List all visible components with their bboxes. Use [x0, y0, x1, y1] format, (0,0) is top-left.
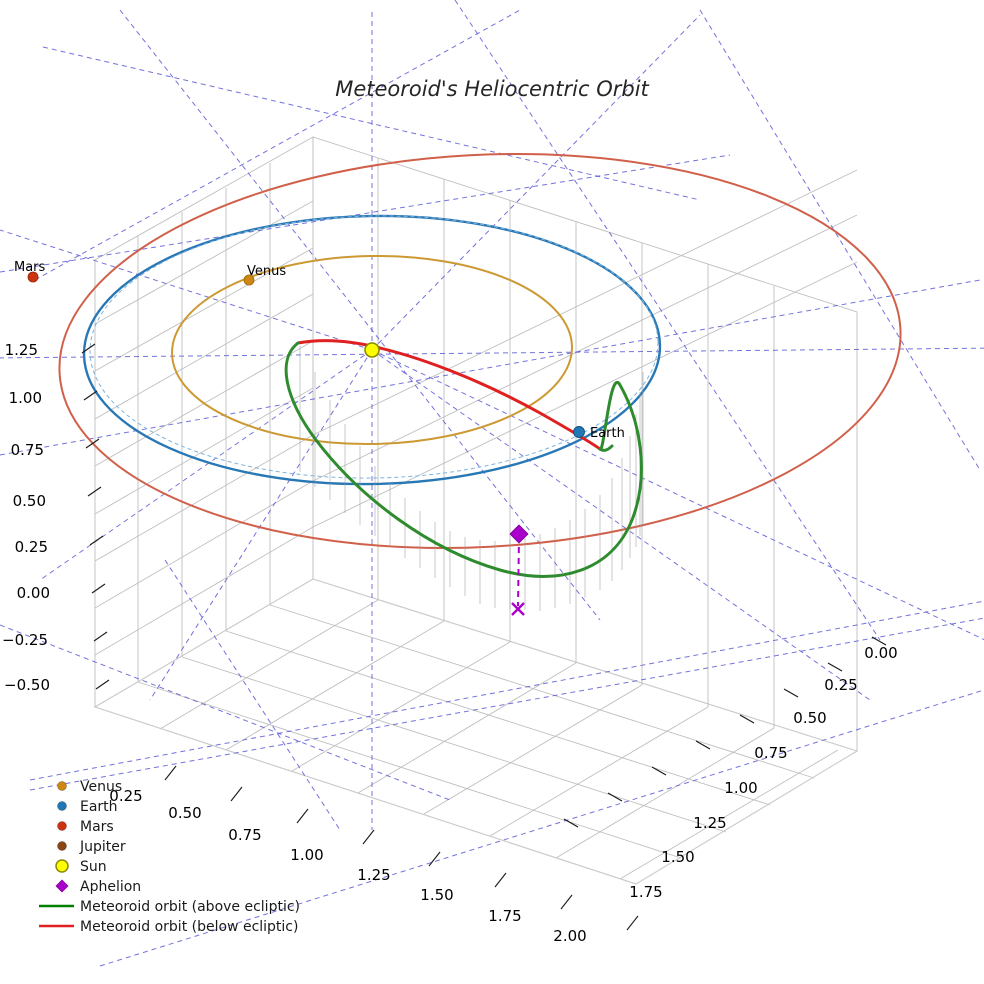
z-tick-label-5: 0.00: [17, 584, 50, 602]
y-tick-label-0: 0.00: [864, 644, 897, 662]
venus-marker: [243, 274, 255, 286]
legend-marker-circle-icon: [57, 841, 67, 851]
y-tick-label-1: 0.25: [824, 676, 857, 694]
legend-item-venus[interactable]: Venus: [57, 779, 123, 795]
floor-grid: [93, 578, 859, 885]
planetary-orbits: [58, 153, 902, 549]
legend-item-earth[interactable]: Earth: [57, 799, 118, 815]
jupiter-orbit: [58, 153, 902, 549]
body-markers: Mars Venus Earth: [14, 260, 625, 441]
meteoroid-orbit: [284, 339, 643, 578]
earth-orbit-inner-dash: [89, 215, 659, 479]
venus-label: Venus: [247, 264, 286, 279]
legend-item-label: Aphelion: [80, 879, 141, 895]
earth-marker: [573, 426, 585, 438]
meteoroid-orbit-above-ecliptic: [284, 341, 643, 578]
x-tick-label-3: 1.00: [290, 846, 323, 864]
aphelion-projection-x-icon: [511, 602, 525, 616]
venus-orbit: [171, 254, 573, 446]
x-tick-label-0: 0.25: [109, 787, 142, 805]
y-tick-label-6: 1.50: [661, 848, 694, 866]
legend-marker-diamond-icon: [55, 879, 69, 893]
legend-marker-circle-icon: [55, 859, 69, 873]
z-tick-label-0: 1.25: [5, 341, 38, 359]
legend-marker-circle-icon: [57, 781, 67, 791]
legend-item-label: Jupiter: [79, 839, 126, 855]
legend-item-label: Meteoroid orbit (below ecliptic): [80, 919, 298, 935]
legend-item-mars[interactable]: Mars: [57, 819, 114, 835]
z-tick-label-3: 0.50: [13, 492, 46, 510]
meteoroid-orbit-below-ecliptic: [296, 339, 602, 451]
earth-label: Earth: [590, 426, 625, 441]
z-tick-label-7: −0.50: [4, 676, 50, 694]
legend-item-label: Mars: [80, 819, 114, 835]
x-tick-label-4: 1.25: [357, 866, 390, 884]
aphelion-projection: [509, 524, 529, 616]
left-pane-grid: [94, 136, 314, 707]
y-tick-label-2: 0.50: [793, 709, 826, 727]
z-tick-label-2: 0.75: [11, 441, 44, 459]
axes-panes: [93, 136, 859, 885]
mars-marker: [27, 271, 39, 283]
axis-tickmarks: [81, 343, 887, 931]
legend-item-label: Venus: [80, 779, 122, 795]
x-tick-label-1: 0.50: [168, 804, 201, 822]
y-tick-label-4: 1.00: [724, 779, 757, 797]
legend-item-meteoroid-orbit-below-ecliptic[interactable]: Meteoroid orbit (below ecliptic): [39, 919, 298, 935]
meteoroid-orbit-above-ecliptic-tail: [598, 444, 614, 452]
y-tick-label-5: 1.25: [693, 814, 726, 832]
y-axis-tick-labels: 0.00 0.25 0.50 0.75 1.00 1.25 1.50 1.75: [629, 644, 897, 901]
z-tick-label-6: −0.25: [2, 631, 48, 649]
legend-item-label: Sun: [80, 859, 107, 875]
aphelion-drop-line: [517, 535, 520, 607]
x-tick-label-5: 1.50: [420, 886, 453, 904]
legend-marker-circle-icon: [57, 801, 67, 811]
x-axis-tick-labels: 0.25 0.50 0.75 1.00 1.25 1.50 1.75 2.00: [109, 787, 586, 945]
mars-label: Mars: [14, 260, 46, 275]
z-axis-tick-labels: 1.25 1.00 0.75 0.50 0.25 0.00 −0.25 −0.50: [2, 341, 50, 694]
legend-item-label: Meteoroid orbit (above ecliptic): [80, 899, 300, 915]
z-tick-label-1: 1.00: [9, 389, 42, 407]
z-tick-label-4: 0.25: [15, 538, 48, 556]
aphelion-marker: [509, 524, 529, 544]
legend-item-aphelion[interactable]: Aphelion: [55, 879, 141, 895]
sun-marker: [364, 342, 380, 358]
legend-marker-circle-icon: [57, 821, 67, 831]
legend-item-jupiter[interactable]: Jupiter: [57, 839, 126, 855]
legend-item-label: Earth: [80, 799, 118, 815]
page-title: Meteoroid's Heliocentric Orbit: [335, 77, 649, 101]
x-tick-label-2: 0.75: [228, 826, 261, 844]
y-tick-label-7: 1.75: [629, 883, 662, 901]
y-tick-label-3: 0.75: [754, 744, 787, 762]
legend-item-meteoroid-orbit-above-ecliptic[interactable]: Meteoroid orbit (above ecliptic): [39, 899, 300, 915]
plot-legend[interactable]: Venus Earth Mars Jupiter Sun Aphelion Meteoroi…: [39, 779, 300, 935]
x-tick-label-6: 1.75: [488, 907, 521, 925]
x-tick-label-7: 2.00: [553, 927, 586, 945]
legend-item-sun[interactable]: Sun: [55, 859, 107, 875]
